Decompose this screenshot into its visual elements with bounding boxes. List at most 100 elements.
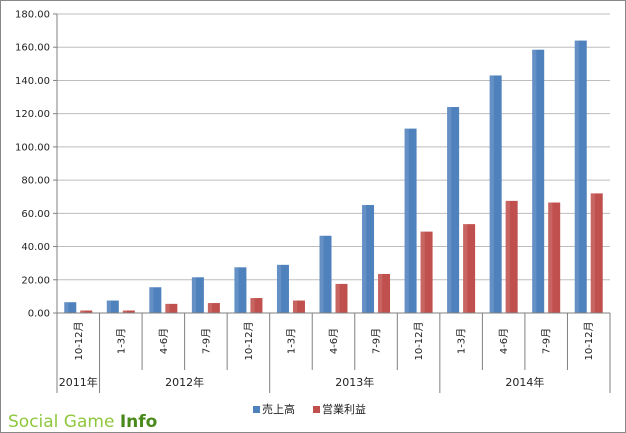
bar-sales (532, 49, 545, 313)
year-group-label: 2013年 (335, 375, 374, 389)
bar-rect (335, 283, 348, 313)
y-tick-label: 120.00 (15, 109, 50, 120)
bar-operating-profit (463, 224, 476, 313)
bar-highlight (64, 302, 69, 313)
bar-rect (191, 277, 204, 313)
bar-sales (149, 287, 162, 313)
bar-rect (489, 75, 502, 313)
bar-highlight (463, 224, 468, 313)
bar-sales (64, 302, 77, 313)
y-tick-label: 100.00 (15, 142, 50, 153)
bar-rect (404, 128, 417, 313)
bar-sales (404, 128, 417, 313)
bar-highlight (106, 300, 112, 313)
x-category-label: 10-12月 (413, 321, 425, 360)
legend-swatch (313, 406, 320, 413)
y-tick-label: 160.00 (15, 43, 50, 54)
bar-highlight (292, 300, 298, 313)
x-category-label: 4-6月 (498, 328, 510, 354)
svg-text:Social Game Info: Social Game Info (8, 412, 157, 432)
bar-operating-profit (122, 310, 135, 313)
bar-rect (64, 302, 77, 313)
bar-highlight (532, 49, 537, 313)
bar-rect (574, 40, 587, 313)
bar-rect (532, 49, 545, 313)
x-category-label: 7-9月 (200, 328, 212, 354)
year-labels: 2011年 2012年 2013年 2014年 (59, 375, 545, 389)
bar-rect (149, 287, 162, 313)
bar-rect (292, 300, 305, 313)
bar-operating-profit (548, 202, 561, 313)
bar-rect (80, 310, 93, 313)
x-category-label: 7-9月 (371, 328, 383, 354)
bar-rect (250, 298, 263, 313)
y-tick-label: 80.00 (21, 176, 50, 187)
bar-sales (574, 40, 587, 313)
bar-operating-profit (335, 283, 348, 313)
bar-operating-profit (250, 298, 263, 313)
bar-highlight (489, 75, 494, 313)
legend-label: 営業利益 (322, 402, 366, 416)
x-category-label: 7-9月 (541, 328, 553, 354)
bar-sales (234, 267, 247, 313)
bar-sales (106, 300, 119, 313)
bar-operating-profit (378, 273, 391, 313)
bar-highlight (80, 310, 85, 313)
bar-highlight (335, 283, 340, 313)
gridlines (57, 13, 610, 281)
bar-highlight (122, 310, 128, 313)
bar-rect (319, 235, 332, 313)
bar-rect (207, 303, 220, 313)
year-group-label: 2014年 (505, 375, 544, 389)
bar-highlight (404, 128, 409, 313)
x-category-label: 10-12月 (243, 321, 255, 360)
year-group-label: 2011年 (59, 375, 98, 389)
bar-highlight (319, 235, 324, 313)
x-category-label: 4-6月 (158, 328, 170, 354)
legend-item-operating-profit: 営業利益 (313, 402, 366, 416)
bar-highlight (505, 200, 510, 313)
x-category-label: 4-6月 (328, 328, 340, 354)
y-tick-label: 60.00 (21, 209, 50, 220)
bar-highlight (191, 277, 197, 313)
axes (56, 14, 611, 393)
bar-rect (548, 202, 561, 313)
bar-rect (362, 205, 375, 313)
bar-sales (447, 107, 460, 314)
bar-operating-profit (505, 200, 518, 313)
bar-operating-profit (590, 193, 603, 313)
bar-highlight (362, 205, 367, 313)
legend-label: 売上高 (262, 402, 295, 416)
bar-highlight (590, 193, 595, 313)
y-tick-label: 0.00 (28, 309, 50, 320)
bar-rect (106, 300, 119, 313)
watermark-part1: Social Game (8, 412, 120, 432)
bar-highlight (548, 202, 553, 313)
bar-highlight (149, 287, 154, 313)
x-category-label: 1-3月 (115, 328, 127, 354)
x-category-label: 1-3月 (456, 328, 468, 354)
bar-highlight (378, 273, 383, 313)
bar-rect (165, 303, 178, 313)
y-tick-label: 20.00 (21, 275, 50, 286)
bar-operating-profit (165, 303, 178, 313)
bar-operating-profit (207, 303, 220, 313)
bar-sales (362, 205, 375, 313)
bar-operating-profit (292, 300, 305, 313)
bar-highlight (574, 40, 579, 313)
bar-highlight (207, 303, 213, 313)
bars (64, 40, 603, 314)
bar-sales (276, 264, 289, 313)
bar-rect (420, 231, 433, 313)
bar-rect (505, 200, 518, 313)
year-group-label: 2012年 (165, 375, 204, 389)
bar-highlight (276, 264, 282, 313)
x-category-label: 1-3月 (285, 328, 297, 354)
bar-rect (122, 310, 135, 313)
bar-rect (234, 267, 247, 313)
bar-operating-profit (420, 231, 433, 313)
bar-sales (191, 277, 204, 313)
x-category-label: 10-12月 (73, 321, 85, 360)
